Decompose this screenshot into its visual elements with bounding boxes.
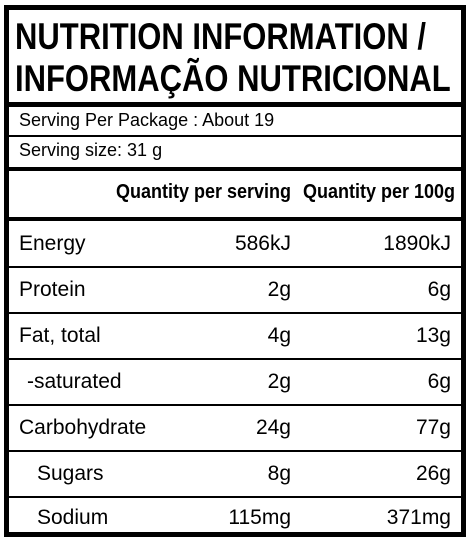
fat-total-per-100g: 13g xyxy=(415,324,451,347)
panel-title-portuguese: INFORMAÇÃO NUTRICIONAL xyxy=(15,57,451,100)
protein-per-100g: 6g xyxy=(427,278,451,301)
serving-divider xyxy=(9,135,461,137)
sodium-per-serving: 115mg xyxy=(228,506,291,529)
row-divider xyxy=(9,312,461,314)
carbohydrate-per-serving: 24g xyxy=(255,416,291,439)
table-row: Carbohydrate 24g 77g xyxy=(9,405,461,450)
energy-per-100g: 1890kJ xyxy=(383,232,451,255)
title-divider xyxy=(9,102,461,107)
sugars-per-serving: 8g xyxy=(267,462,291,485)
nutrient-label-carbohydrate: Carbohydrate xyxy=(19,416,147,439)
nutrient-label-protein: Protein xyxy=(19,278,86,301)
servings-per-package: Serving Per Package : About 19 xyxy=(19,110,275,130)
column-header-per-100g: Quantity per 100g xyxy=(302,179,455,203)
table-row: Fat, total 4g 13g xyxy=(9,313,461,358)
nutrient-label-sugars: Sugars xyxy=(37,462,104,485)
row-divider xyxy=(9,496,461,498)
saturated-per-100g: 6g xyxy=(427,370,451,393)
row-divider xyxy=(9,358,461,360)
sodium-per-100g: 371mg xyxy=(386,506,451,529)
row-divider xyxy=(9,404,461,406)
saturated-per-serving: 2g xyxy=(267,370,291,393)
fat-total-per-serving: 4g xyxy=(267,324,291,347)
panel-title-english: NUTRITION INFORMATION / xyxy=(15,15,426,58)
carbohydrate-per-100g: 77g xyxy=(415,416,451,439)
nutrition-panel: NUTRITION INFORMATION / INFORMAÇÃO NUTRI… xyxy=(4,5,466,537)
table-row: Sodium 115mg 371mg xyxy=(9,495,461,532)
row-divider xyxy=(9,266,461,268)
sugars-per-100g: 26g xyxy=(415,462,451,485)
row-divider xyxy=(9,450,461,452)
nutrient-label-saturated: -saturated xyxy=(27,370,122,393)
table-row: -saturated 2g 6g xyxy=(9,359,461,404)
column-header-per-serving: Quantity per serving xyxy=(115,179,291,203)
table-row: Protein 2g 6g xyxy=(9,267,461,312)
protein-per-serving: 2g xyxy=(267,278,291,301)
nutrient-label-fat-total: Fat, total xyxy=(19,324,101,347)
header-divider-top xyxy=(9,167,461,171)
energy-per-serving: 586kJ xyxy=(234,232,291,255)
nutrient-label-sodium: Sodium xyxy=(37,506,109,529)
serving-size: Serving size: 31 g xyxy=(19,140,163,160)
table-row: Energy 586kJ 1890kJ xyxy=(9,221,461,266)
table-row: Sugars 8g 26g xyxy=(9,451,461,496)
nutrient-label-energy: Energy xyxy=(19,232,86,255)
header-divider-bottom xyxy=(9,217,461,221)
